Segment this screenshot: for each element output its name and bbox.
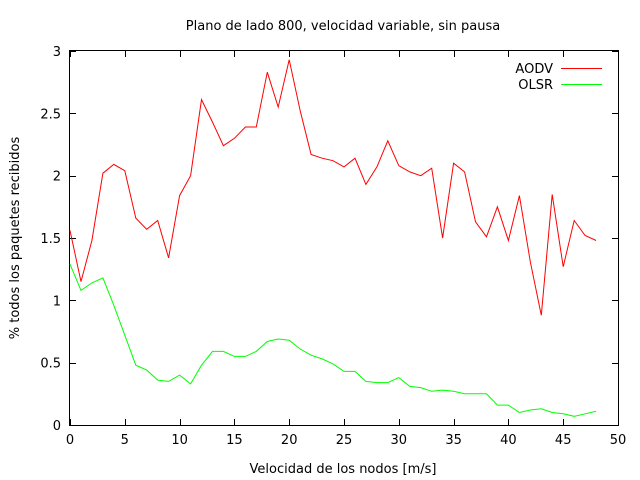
series-line-olsr xyxy=(69,264,597,417)
y-axis-ticks: 0 0.5 1 1.5 2 2.5 3 xyxy=(40,45,618,434)
series-group xyxy=(69,59,597,417)
y-tick-label: 3 xyxy=(53,45,61,60)
x-tick-label: 40 xyxy=(500,433,517,448)
x-tick-label: 30 xyxy=(391,433,408,448)
x-tick-label: 35 xyxy=(445,433,462,448)
y-tick-label: 2 xyxy=(53,170,61,185)
y-axis-label: % todos los paquetes recibidos xyxy=(8,137,23,340)
x-tick-label: 20 xyxy=(281,433,298,448)
x-tick-label: 45 xyxy=(555,433,572,448)
y-tick-label: 2.5 xyxy=(40,107,61,122)
x-tick-label: 50 xyxy=(610,433,627,448)
x-axis-label: Velocidad de los nodos [m/s] xyxy=(250,462,437,477)
x-tick-label: 15 xyxy=(226,433,243,448)
legend-label-aodv: AODV xyxy=(515,62,553,77)
y-tick-label: 0.5 xyxy=(40,357,61,372)
plot-frame xyxy=(69,50,619,426)
y-tick-label: 0 xyxy=(53,419,61,434)
chart-title: Plano de lado 800, velocidad variable, s… xyxy=(186,19,500,34)
x-axis-ticks: 0 5 10 15 20 25 30 35 40 45 50 xyxy=(66,51,626,448)
series-line-aodv xyxy=(69,59,597,316)
x-tick-label: 0 xyxy=(66,433,74,448)
x-tick-label: 25 xyxy=(336,433,353,448)
x-tick-label: 10 xyxy=(171,433,188,448)
y-tick-label: 1 xyxy=(53,294,61,309)
legend-label-olsr: OLSR xyxy=(518,78,553,93)
x-tick-label: 5 xyxy=(121,433,129,448)
y-tick-label: 1.5 xyxy=(40,232,61,247)
